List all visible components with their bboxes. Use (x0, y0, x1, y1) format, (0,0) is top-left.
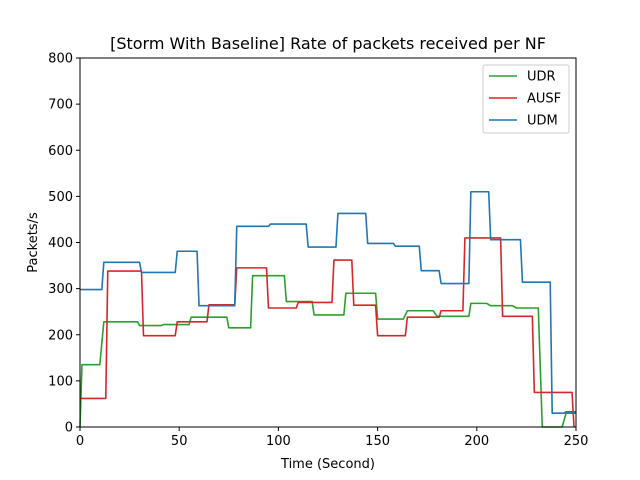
y-tick-label: 400 (48, 236, 73, 251)
y-tick-label: 700 (48, 98, 73, 113)
legend-label-ausf: AUSF (527, 92, 561, 107)
x-tick-label: 200 (464, 434, 489, 449)
x-tick-label: 100 (266, 434, 291, 449)
y-axis: 0 100 200 300 400 500 600 700 800 (48, 52, 80, 436)
x-tick-label: 250 (564, 434, 589, 449)
legend-box (482, 64, 570, 134)
series-line-udm (80, 190, 576, 414)
y-axis-label: Packets/s (26, 212, 41, 273)
y-tick-label: 500 (48, 190, 73, 205)
chart-title: [Storm With Baseline] Rate of packets re… (110, 34, 546, 53)
y-tick-label: 300 (48, 282, 73, 297)
legend-label-udr: UDR (527, 70, 556, 85)
series-line-udr (79, 274, 576, 428)
y-tick-label: 0 (65, 421, 73, 436)
x-axis: 0 50 100 150 200 250 (76, 427, 589, 449)
x-tick-label: 150 (365, 434, 390, 449)
series-layer (79, 190, 576, 428)
x-axis-label: Time (Second) (280, 457, 375, 472)
y-tick-label: 100 (48, 374, 73, 389)
y-tick-label: 600 (48, 144, 73, 159)
x-tick-label: 50 (171, 434, 188, 449)
y-tick-label: 200 (48, 328, 73, 343)
x-tick-label: 0 (76, 434, 84, 449)
legend-label-udm: UDM (527, 114, 558, 129)
legend: UDR AUSF UDM (482, 64, 570, 134)
series-line-ausf (80, 237, 575, 428)
y-tick-label: 800 (48, 52, 73, 67)
